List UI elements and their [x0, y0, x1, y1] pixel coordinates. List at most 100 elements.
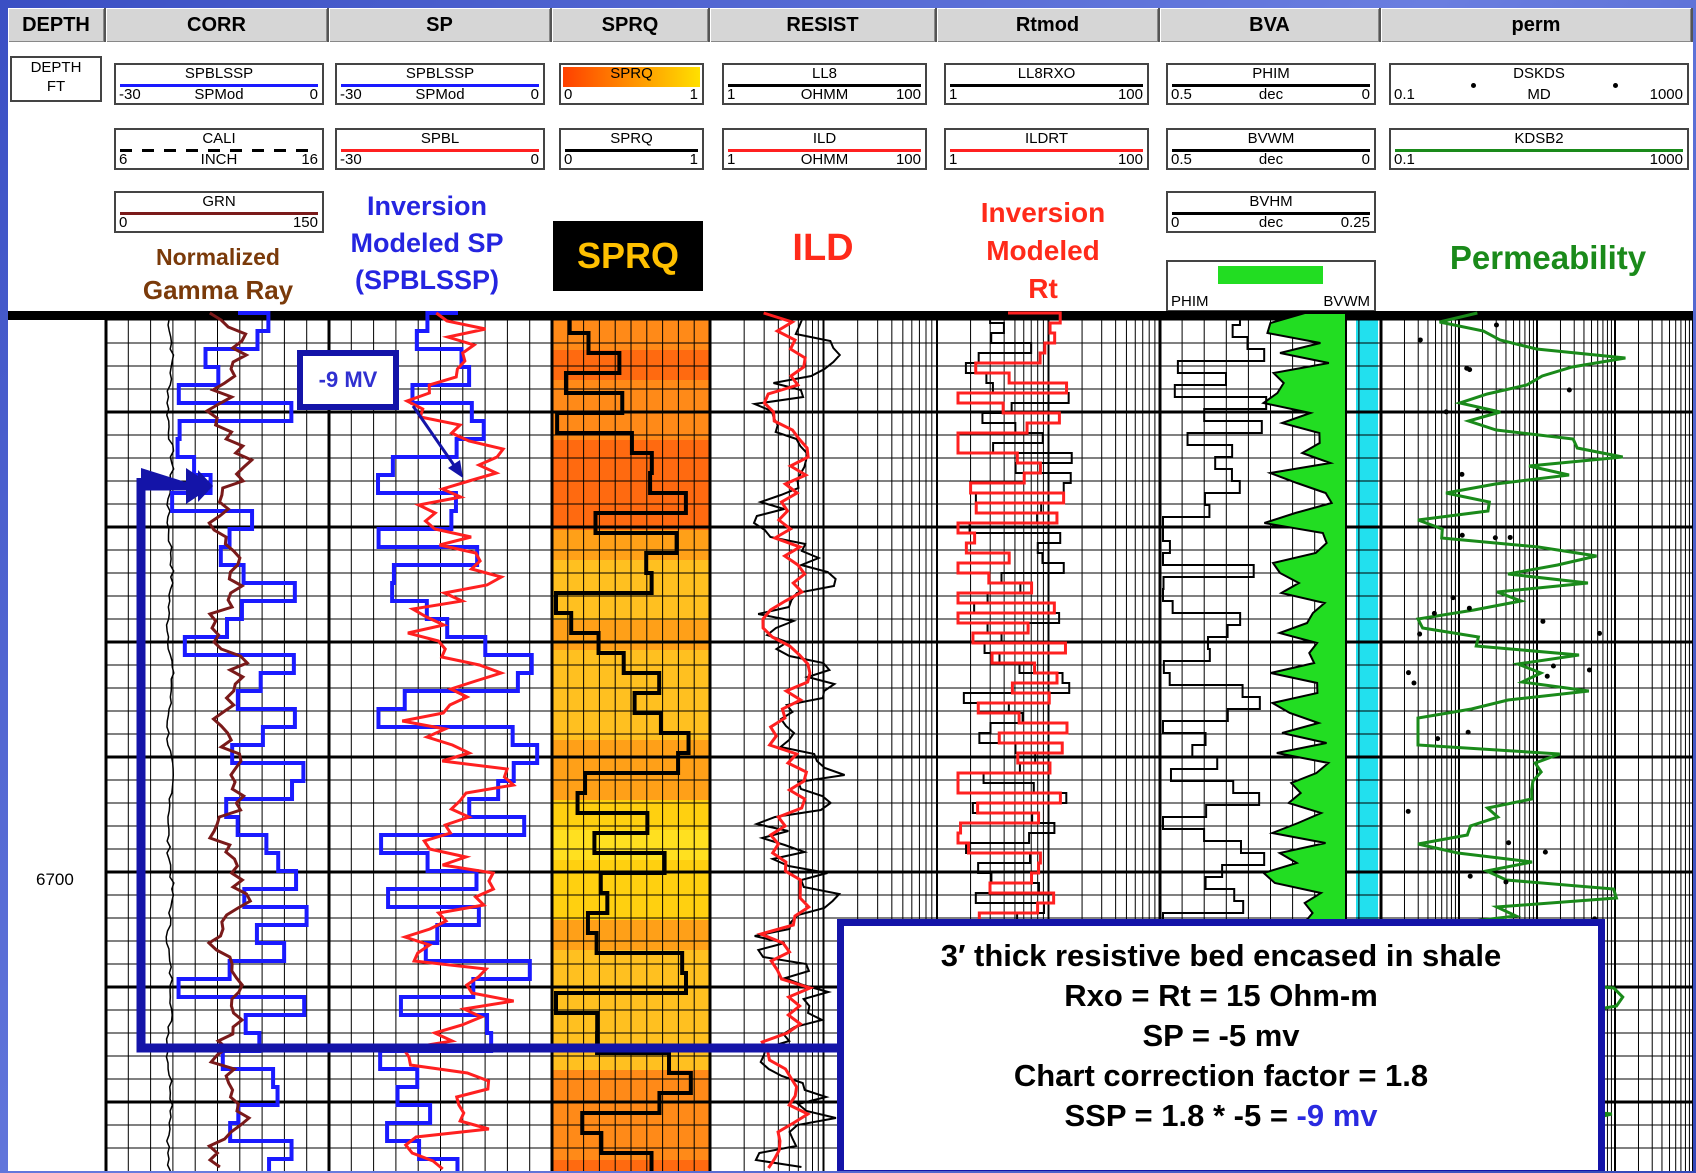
curve-header-rtmod-ll8rxo: LL8RXO 1 100 [944, 63, 1149, 105]
spbl-curve [400, 311, 517, 1171]
track-header-sp: SP [329, 8, 552, 42]
dskds-point [1540, 618, 1546, 624]
sp-label-line2: Modeled SP [350, 228, 504, 258]
dskds-point [1493, 322, 1499, 328]
curve-unit: OHMM [800, 151, 849, 168]
dskds-point [1467, 367, 1473, 373]
curve-scale-right: 0 [530, 151, 539, 168]
dskds-point [1417, 337, 1423, 343]
curve-line-swatch [728, 149, 921, 152]
depth-header-line2: FT [46, 78, 66, 95]
dskds-point [1417, 631, 1423, 637]
ild-label: ILD [792, 227, 854, 269]
rt-label-line1: Inversion [980, 197, 1106, 228]
callout-9mv: -9 MV [297, 350, 399, 410]
curve-unit: MD [1527, 86, 1551, 103]
curve-line-swatch [120, 149, 318, 152]
curve-line-swatch [950, 149, 1143, 152]
annotation-line4: Chart correction factor = 1.8 [1013, 1058, 1429, 1093]
track-header-sprq: SPRQ [552, 8, 710, 42]
curve-scale-right: 0 [1361, 151, 1370, 168]
track-header-bva: BVA [1160, 8, 1381, 42]
curve-header-perm-kdsb2: KDSB2 0.1 1000 [1389, 128, 1689, 170]
curve-scale-right: 0 [530, 86, 539, 103]
annotation-box: 3′ thick resistive bed encased in shale … [837, 919, 1605, 1171]
bva-fill-legend: PHIM BVWM [1166, 260, 1376, 312]
header-separator [8, 311, 1693, 320]
curve-header-perm-dskds: DSKDS 0.1 MD 1000 [1389, 63, 1689, 105]
curve-header-bva-bvwm: BVWM 0.5 dec 0 [1166, 128, 1376, 170]
dskds-point [1459, 532, 1465, 538]
curve-scale-left: 0 [1171, 214, 1180, 231]
curve-scale-right: 150 [292, 214, 318, 231]
curve-name: BVWM [1247, 130, 1295, 147]
log-panel: DEPTH CORR SP SPRQ RESIST Rtmod BVA perm DEPTH F… [8, 8, 1693, 1171]
curve-unit: OHMM [800, 86, 849, 103]
curve-name: ILD [812, 130, 837, 147]
curve-name: CALI [202, 130, 236, 147]
curve-scale-left: 0 [564, 86, 573, 103]
dskds-point [1544, 673, 1550, 679]
curve-scale-left: -30 [119, 86, 141, 103]
curve-scale-right: 100 [1117, 151, 1143, 168]
curve-unit: dec [1258, 214, 1284, 231]
track-header-rtmod: Rtmod [937, 8, 1160, 42]
dskds-point [1411, 680, 1417, 686]
dskds-point [1586, 667, 1592, 673]
annotation-connector [136, 478, 837, 1053]
curve-unit: SPMod [194, 86, 244, 103]
curve-scale-right: 1 [689, 151, 698, 168]
curve-scale-right: 100 [1117, 86, 1143, 103]
curve-line-swatch [1172, 84, 1370, 87]
sp-spblssp-curve [376, 311, 540, 1171]
curve-scale-right: 0.25 [1340, 214, 1370, 231]
curve-header-resist-ll8: LL8 1 OHMM 100 [722, 63, 927, 105]
curve-header-sp-spbl: SPBL -30 0 [335, 128, 545, 170]
curve-name: PHIM [1252, 65, 1290, 82]
curve-header-resist-ild: ILD 1 OHMM 100 [722, 128, 927, 170]
dot-marker [1613, 83, 1618, 88]
fill-swatch [1218, 266, 1323, 284]
curve-name: GRN [202, 193, 236, 210]
curve-scale-left: 1 [727, 86, 736, 103]
dskds-point [1450, 595, 1456, 601]
gr-label-line1: Normalized [156, 244, 280, 270]
dskds-point [1492, 535, 1498, 541]
curve-unit: INCH [200, 151, 238, 168]
curve-line-swatch [341, 84, 539, 87]
curve-unit: dec [1258, 86, 1284, 103]
curve-scale-left: 0.5 [1171, 86, 1192, 103]
curve-name: ILDRT [1024, 130, 1069, 147]
curve-name: SPBLSSP [184, 65, 254, 82]
curve-name: BVHM [1249, 193, 1293, 210]
curve-line-swatch [1395, 149, 1683, 152]
curve-header-sprq-sprq: SPRQ 0 1 [559, 63, 704, 105]
annotation-line5: SSP = 1.8 * -5 = -9 mv [844, 1096, 1598, 1136]
annotation-line5-value: -9 mv [1296, 1098, 1378, 1133]
curve-scale-left: 0 [564, 151, 573, 168]
curve-line-swatch [563, 67, 700, 87]
dskds-point [1542, 849, 1548, 855]
curve-line-swatch [1172, 212, 1370, 215]
curve-scale-left: 6 [119, 151, 128, 168]
curve-header-rtmod-ildrt: ILDRT 1 100 [944, 128, 1149, 170]
dskds-point [1405, 670, 1411, 676]
annotation-arrowhead [186, 468, 213, 504]
dskds-point [1466, 605, 1472, 611]
perm-label: Permeability [1449, 239, 1647, 276]
fill-right-label: BVWM [1323, 293, 1370, 310]
depth-header-box: DEPTH FT [10, 56, 102, 102]
curve-scale-left: 1 [949, 151, 958, 168]
curve-scale-left: 0.1 [1394, 86, 1415, 103]
dskds-point [1467, 873, 1473, 879]
dskds-point [1550, 663, 1556, 669]
curve-unit: SPMod [415, 86, 465, 103]
corr-spblssp-curve [170, 311, 309, 1171]
curve-line-swatch [120, 212, 318, 215]
dskds-point [1475, 408, 1481, 414]
curve-scale-left: 1 [949, 86, 958, 103]
curve-name: SPRQ [610, 65, 653, 82]
dskds-point [1597, 630, 1603, 636]
dskds-point [1503, 879, 1509, 885]
depth-header-line1: DEPTH [30, 59, 82, 76]
